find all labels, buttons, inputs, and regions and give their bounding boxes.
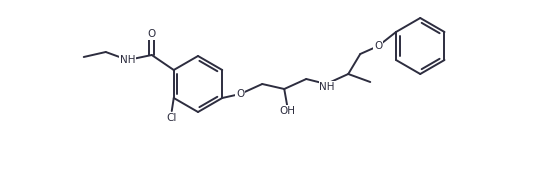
- Text: NH: NH: [120, 55, 136, 65]
- Text: O: O: [374, 41, 382, 51]
- Text: O: O: [148, 29, 156, 39]
- Text: NH: NH: [320, 82, 335, 92]
- Text: OH: OH: [279, 106, 295, 116]
- Text: O: O: [236, 89, 244, 99]
- Text: Cl: Cl: [166, 113, 177, 123]
